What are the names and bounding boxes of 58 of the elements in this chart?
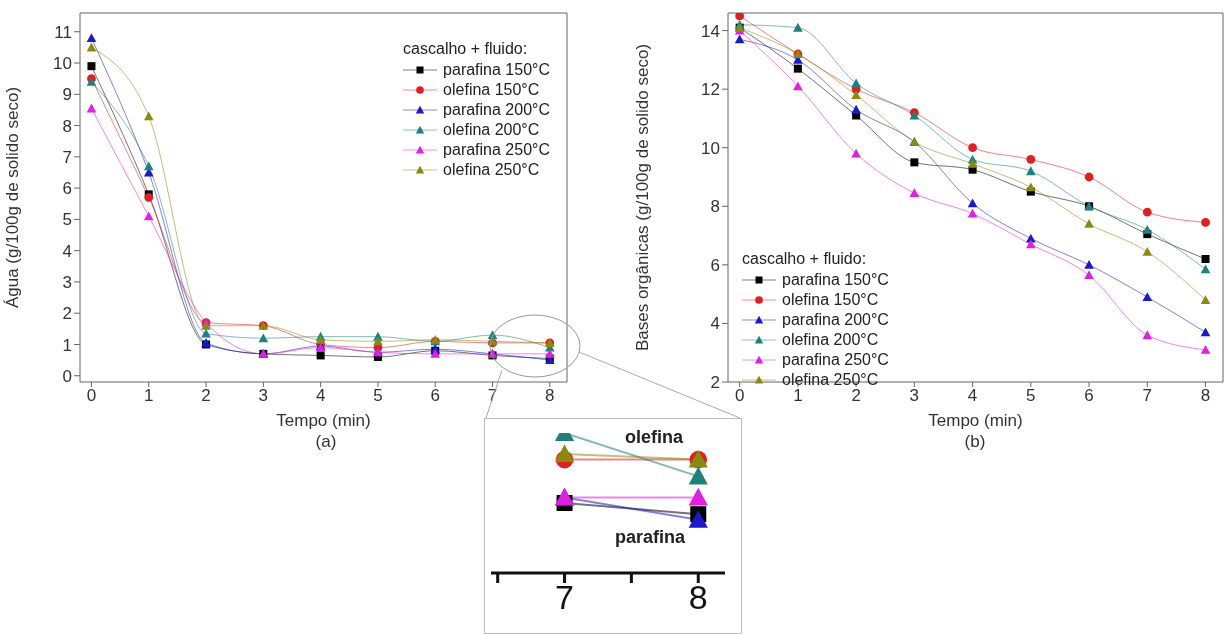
y-tick-label: 11	[54, 22, 72, 42]
y-tick-label: 3	[62, 272, 72, 292]
legend-label: olefina 150°C	[443, 81, 540, 99]
y-tick-label: 5	[62, 210, 72, 230]
y-tick-label: 7	[62, 147, 72, 167]
x-tick-label: 3	[909, 386, 920, 406]
x-tick-label: 5	[1026, 386, 1036, 406]
x-tick-label: 4	[315, 386, 326, 406]
y-tick-label: 4	[62, 241, 72, 261]
y-tick-label: 6	[710, 255, 720, 275]
x-tick-label: 3	[258, 386, 269, 406]
legend-label: parafina 150°C	[443, 61, 550, 79]
legend-label: olefina 150°C	[782, 291, 879, 309]
legend-title: cascalho + fluido:	[403, 40, 529, 58]
y-tick-label: 14	[701, 21, 720, 41]
x-tick-label: 6	[430, 386, 440, 406]
y-tick-label: 6	[62, 179, 72, 199]
x-tick-label: 1	[793, 386, 803, 406]
x-tick-label: 5	[373, 386, 383, 406]
legend-label: olefina 250°C	[782, 371, 879, 389]
y-tick-label: 1	[62, 335, 72, 355]
y-tick-label: 9	[62, 85, 72, 105]
legend-label: olefina 200°C	[443, 121, 540, 139]
y-tick-label: 2	[62, 304, 72, 324]
legend-title: cascalho + fluido:	[742, 250, 868, 268]
y-tick-label: 10	[701, 138, 720, 158]
y-tick-label: 10	[53, 54, 72, 74]
y-tick-label: 4	[710, 314, 720, 334]
x-tick-label: 8	[1200, 386, 1211, 406]
annotation: parafina	[615, 527, 686, 548]
x-tick-label: 2	[851, 386, 861, 406]
y-axis-title: Água (g/100g de solido seco)	[3, 86, 23, 309]
legend-label: parafina 200°C	[782, 311, 889, 329]
legend-label: olefina 200°C	[782, 331, 879, 349]
x-tick-label: 8	[545, 386, 555, 406]
x-tick-label: 1	[144, 386, 154, 406]
y-tick-label: 0	[62, 366, 72, 386]
y-axis-title: Bases orgânicas (g/100g de solido seco)	[633, 43, 653, 352]
y-tick-label: 8	[62, 116, 72, 136]
legend-label: parafina 250°C	[443, 141, 550, 159]
text: (b)	[963, 432, 987, 452]
x-tick-label: 6	[1084, 386, 1094, 406]
legend-label: parafina 250°C	[782, 351, 889, 369]
x-axis-title: Tempo (min)	[276, 411, 371, 430]
y-tick-label: 8	[710, 197, 720, 217]
legend-label: olefina 250°C	[443, 161, 540, 179]
x-tick-label: 4	[967, 386, 978, 406]
x-axis-title: Tempo (min)	[928, 411, 1023, 430]
text: (a)	[314, 432, 338, 452]
y-tick-label: 12	[701, 80, 720, 100]
legend-label: parafina 200°C	[443, 101, 550, 119]
x-tick-label: 7	[1142, 386, 1153, 406]
x-tick-label: 0	[86, 386, 97, 406]
x-tick-label: 2	[201, 386, 211, 406]
legend-label: parafina 150°C	[782, 271, 889, 289]
annotation: olefina	[625, 427, 684, 448]
y-tick-label: 2	[710, 373, 720, 393]
x-tick-label: 0	[734, 386, 745, 406]
